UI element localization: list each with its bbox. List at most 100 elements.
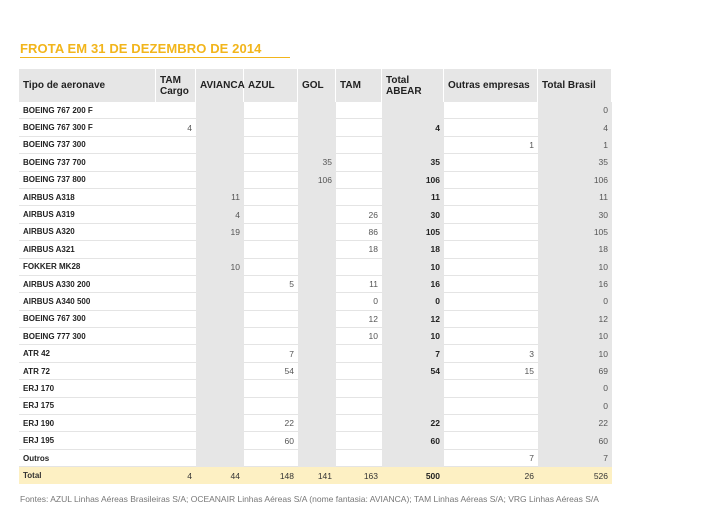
table-row: ERJ 170 0: [19, 380, 612, 398]
table-row: BOEING 777 300 10 10 10: [19, 328, 612, 346]
table-cell: 60: [244, 432, 298, 450]
table-cell: 0: [382, 293, 444, 311]
table-cell: 11: [382, 188, 444, 207]
table-cell: [244, 172, 298, 189]
table-cell: 35: [298, 154, 336, 172]
table-cell: 7: [244, 345, 298, 363]
table-row: BOEING 737 300 1 1: [19, 136, 612, 155]
table-row: AIRBUS A318 11 11 11: [19, 188, 612, 207]
column-header: Outras empresas: [444, 69, 538, 102]
table-cell: 60: [538, 432, 612, 450]
table-cell: 11: [336, 276, 382, 294]
table-cell: [244, 189, 298, 207]
table-cell: [336, 450, 382, 468]
table-cell: [244, 241, 298, 259]
table-cell: 7: [382, 345, 444, 363]
table-cell: 3: [444, 345, 538, 363]
table-cell: [444, 415, 538, 433]
aircraft-type-cell: BOEING 767 300 F: [19, 119, 156, 137]
total-value-cell: 141: [298, 467, 336, 485]
table-cell: [156, 363, 196, 381]
table-cell: 10: [538, 328, 612, 346]
table-cell: [244, 450, 298, 468]
table-cell: [156, 241, 196, 259]
aircraft-type-cell: ERJ 195: [19, 432, 156, 450]
column-header: GOL: [298, 69, 336, 102]
column-header: Total Brasil: [538, 69, 612, 102]
table-cell: 35: [382, 154, 444, 172]
table-cell: [156, 328, 196, 346]
table-row: AIRBUS A319 4 26 30 30: [19, 206, 612, 224]
table-cell: [444, 328, 538, 346]
table-cell: 12: [382, 310, 444, 329]
table-cell: [444, 259, 538, 276]
table-cell: [156, 380, 196, 398]
table-cell: 4: [156, 119, 196, 137]
column-header: AVIANCA: [196, 69, 245, 102]
table-cell: [244, 259, 298, 276]
table-cell: [244, 328, 298, 346]
aircraft-type-cell: FOKKER MK28: [19, 259, 156, 276]
table-cell: [244, 102, 298, 120]
table-cell: [298, 362, 336, 381]
table-row: Outros 7 7: [19, 449, 612, 468]
table-row: FOKKER MK28 10 10 10: [19, 258, 612, 276]
table-cell: [156, 172, 196, 189]
table-cell: 22: [244, 415, 298, 433]
table-cell: [156, 293, 196, 311]
table-cell: 10: [382, 328, 444, 346]
table-cell: 54: [244, 363, 298, 381]
table-cell: 10: [196, 258, 244, 276]
table-cell: 35: [538, 154, 612, 172]
table-cell: [336, 345, 382, 363]
aircraft-type-cell: AIRBUS A321: [19, 241, 156, 259]
page-title: FROTA EM 31 DE DEZEMBRO DE 2014: [20, 41, 262, 56]
table-cell: [382, 449, 444, 468]
aircraft-type-cell: AIRBUS A320: [19, 224, 156, 242]
table-cell: [444, 276, 538, 294]
table-cell: [244, 206, 298, 224]
table-cell: [444, 172, 538, 189]
aircraft-type-cell: AIRBUS A340 500: [19, 293, 156, 311]
aircraft-type-cell: ERJ 190: [19, 415, 156, 433]
table-cell: [196, 432, 244, 450]
table-cell: [298, 397, 336, 416]
table-row: AIRBUS A321 18 18 18: [19, 241, 612, 259]
table-cell: [298, 188, 336, 207]
title-underline: [20, 57, 290, 58]
table-cell: 7: [538, 449, 612, 468]
table-row: BOEING 737 800 106 106 106: [19, 171, 612, 189]
table-cell: [298, 102, 336, 120]
column-header: TAM Cargo: [156, 69, 196, 102]
table-cell: [244, 224, 298, 242]
table-row: ERJ 195 60 60 60: [19, 432, 612, 450]
table-cell: 26: [336, 206, 382, 224]
table-row: BOEING 737 700 35 35 35: [19, 154, 612, 172]
table-cell: 22: [538, 415, 612, 433]
table-cell: 106: [382, 171, 444, 189]
table-cell: [156, 154, 196, 172]
table-cell: [156, 415, 196, 433]
table-cell: [336, 189, 382, 207]
table-cell: 86: [336, 224, 382, 242]
table-cell: [336, 432, 382, 450]
table-cell: [336, 137, 382, 155]
table-cell: [382, 136, 444, 155]
table-cell: [382, 397, 444, 416]
table-cell: 11: [196, 188, 244, 207]
table-cell: [298, 310, 336, 329]
table-row: BOEING 767 300 12 12 12: [19, 310, 612, 329]
table-cell: [444, 293, 538, 311]
table-cell: 0: [336, 293, 382, 311]
aircraft-type-cell: BOEING 767 200 F: [19, 102, 156, 120]
table-cell: [196, 415, 244, 433]
aircraft-type-cell: AIRBUS A318: [19, 189, 156, 207]
table-cell: [156, 276, 196, 294]
table-cell: [156, 311, 196, 329]
aircraft-type-cell: ATR 72: [19, 363, 156, 381]
table-cell: [298, 275, 336, 294]
table-header-row: Tipo de aeronave TAM Cargo AVIANCA AZUL …: [19, 69, 612, 102]
table-cell: 7: [444, 450, 538, 468]
table-cell: [336, 363, 382, 381]
table-cell: [298, 206, 336, 224]
